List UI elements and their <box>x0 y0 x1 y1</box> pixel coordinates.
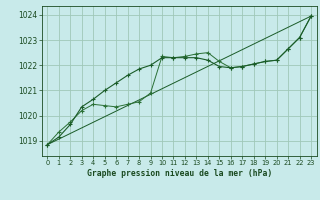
X-axis label: Graphe pression niveau de la mer (hPa): Graphe pression niveau de la mer (hPa) <box>87 169 272 178</box>
